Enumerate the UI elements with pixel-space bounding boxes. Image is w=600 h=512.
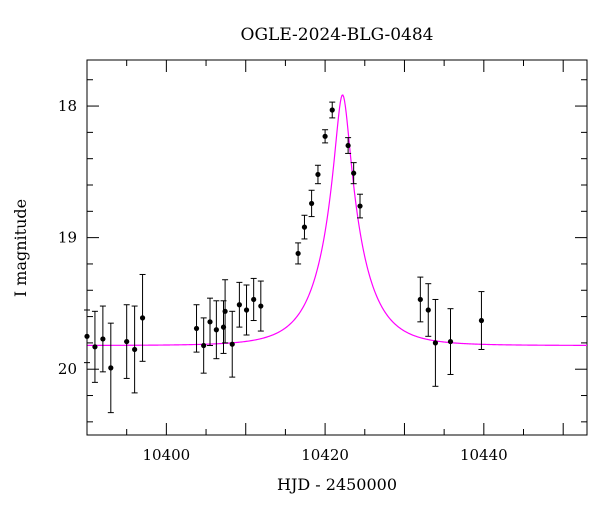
point-marker (139, 315, 146, 321)
point-marker (425, 307, 431, 313)
data-point (425, 283, 432, 337)
point-marker (258, 303, 264, 309)
data-point (345, 137, 352, 154)
point-marker (193, 325, 200, 332)
point-marker (229, 341, 235, 347)
data-point (322, 129, 329, 144)
data-point (357, 193, 364, 219)
x-tick-label: 10420 (301, 446, 349, 464)
data-point (84, 309, 90, 364)
point-marker (478, 317, 485, 324)
model-layer (87, 94, 587, 346)
data-point (123, 304, 130, 379)
data-point (417, 276, 424, 323)
point-marker (329, 107, 335, 113)
data-point (308, 189, 315, 218)
data-point (91, 310, 98, 383)
y-tick-label: 19 (58, 229, 77, 247)
point-marker (417, 296, 423, 303)
point-marker (301, 224, 308, 230)
point-marker (92, 344, 98, 350)
data-point (329, 101, 336, 119)
plot-area (84, 59, 588, 436)
data-point (139, 273, 146, 362)
data-point (447, 308, 454, 375)
x-axis-label: HJD - 2450000 (277, 475, 397, 494)
data-point (200, 317, 207, 374)
point-marker (100, 336, 106, 342)
point-marker (295, 250, 301, 257)
tick-labels: 10400 10420 10440 18 19 20 (58, 97, 508, 464)
y-tick-label: 18 (58, 97, 77, 115)
point-marker (124, 338, 130, 345)
data-point (243, 284, 250, 336)
plot-frame (86, 59, 588, 436)
point-marker (222, 308, 228, 314)
data-point (478, 291, 485, 350)
data-point (131, 305, 138, 394)
data-points-layer (84, 101, 485, 414)
data-point (207, 297, 214, 347)
data-point (314, 164, 321, 185)
data-point (193, 304, 200, 353)
data-point (229, 310, 236, 378)
point-marker (345, 142, 351, 149)
x-tick-label: 10400 (143, 446, 191, 464)
point-marker (132, 346, 138, 353)
data-point (301, 214, 308, 240)
data-point (350, 162, 357, 185)
point-marker (108, 365, 114, 371)
y-tick-label: 20 (58, 360, 77, 378)
point-marker (207, 319, 213, 325)
point-marker (251, 296, 257, 303)
model-curve (87, 94, 587, 346)
point-marker (322, 133, 328, 139)
data-point (295, 242, 302, 265)
point-marker (243, 307, 250, 313)
chart-title: OGLE-2024-BLG-0484 (241, 25, 434, 45)
data-point (257, 280, 264, 332)
data-point (222, 279, 229, 344)
data-point (99, 305, 106, 373)
point-marker (309, 200, 315, 207)
data-point (213, 300, 220, 360)
x-tick-label: 10440 (460, 446, 508, 464)
data-point (432, 298, 439, 387)
point-marker (447, 338, 454, 345)
axis-ticks (86, 60, 587, 435)
data-point (250, 277, 257, 322)
point-marker (357, 203, 363, 209)
point-marker (315, 171, 321, 178)
data-point (107, 322, 114, 414)
point-marker (84, 333, 90, 339)
y-axis-label: I magnitude (11, 199, 30, 297)
point-marker (201, 342, 207, 349)
point-marker (213, 327, 219, 333)
point-marker (236, 302, 242, 308)
point-marker (432, 340, 439, 346)
data-point (220, 300, 227, 354)
data-point (236, 281, 243, 328)
point-marker (351, 170, 357, 176)
